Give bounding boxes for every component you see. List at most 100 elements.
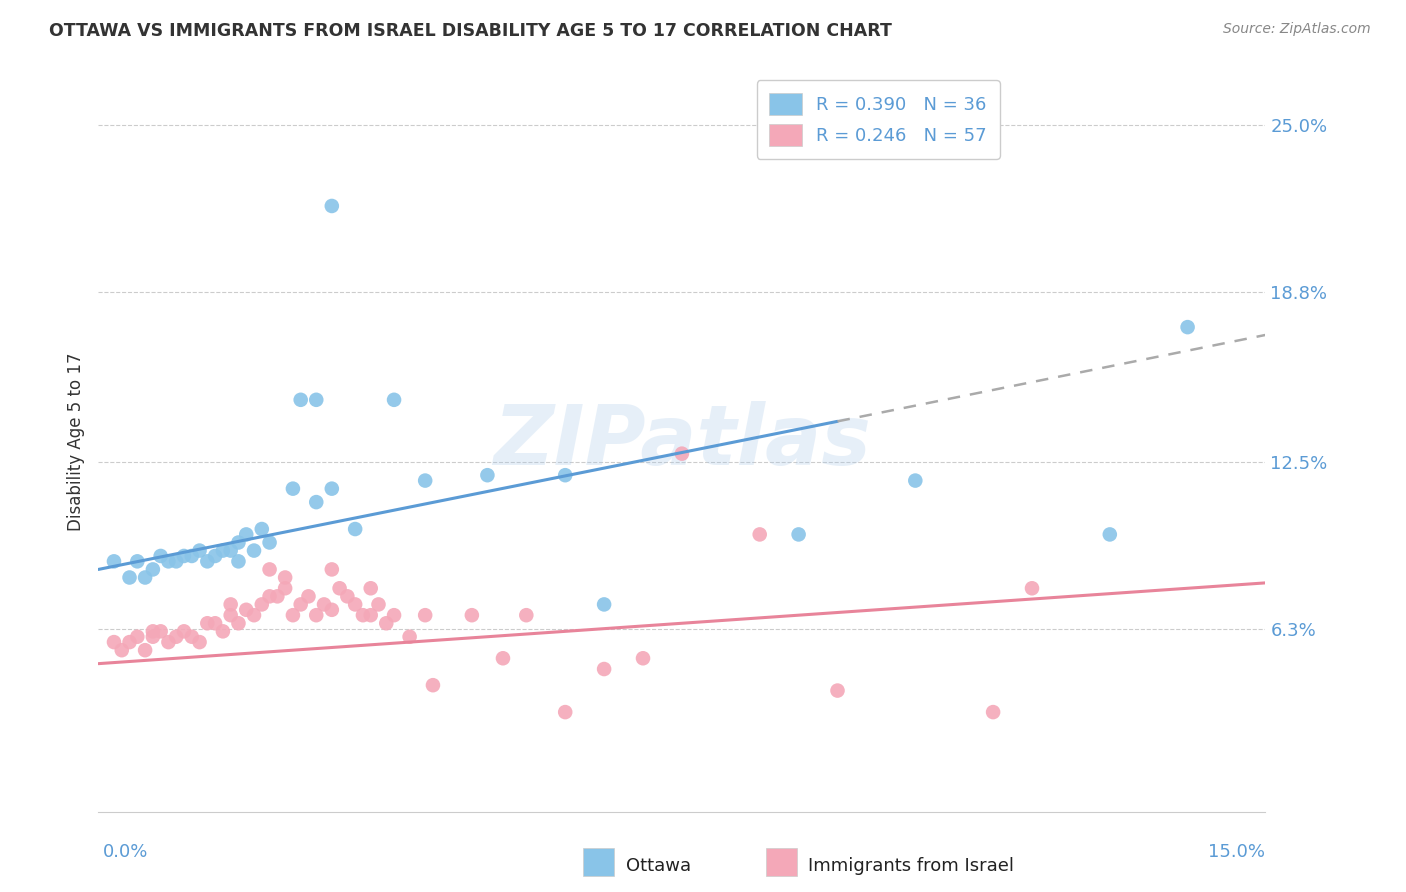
Point [243,608,266,623]
Point [297,590,319,604]
Point [134,570,156,584]
Point [142,624,165,639]
Point [360,608,382,623]
Point [671,447,693,461]
Point [554,468,576,483]
Point [904,474,927,488]
Point [118,570,141,584]
Text: Ottawa: Ottawa [626,857,690,875]
Point [787,527,810,541]
Point [312,598,335,612]
Point [593,598,616,612]
Point [274,581,297,595]
Text: Immigrants from Israel: Immigrants from Israel [808,857,1015,875]
Point [165,554,187,568]
Point [281,608,304,623]
Point [375,616,398,631]
Point [173,624,195,639]
Point [195,554,218,568]
Point [344,522,367,536]
Point [195,616,218,631]
Point [631,651,654,665]
Point [413,608,436,623]
Point [204,616,226,631]
Point [250,522,273,536]
Point [250,598,273,612]
Point [259,590,281,604]
Text: OTTAWA VS IMMIGRANTS FROM ISRAEL DISABILITY AGE 5 TO 17 CORRELATION CHART: OTTAWA VS IMMIGRANTS FROM ISRAEL DISABIL… [49,22,891,40]
Point [219,608,242,623]
Point [281,482,304,496]
Point [461,608,484,623]
Point [259,535,281,549]
Y-axis label: Disability Age 5 to 17: Disability Age 5 to 17 [66,352,84,531]
Point [367,598,389,612]
Point [149,624,172,639]
Point [149,549,172,563]
Text: Source: ZipAtlas.com: Source: ZipAtlas.com [1223,22,1371,37]
Point [188,635,211,649]
Point [219,543,242,558]
Text: 15.0%: 15.0% [1208,843,1265,861]
Point [235,603,257,617]
Point [305,495,328,509]
Point [127,554,149,568]
Point [243,543,266,558]
Point [266,590,288,604]
Point [204,549,226,563]
Point [165,630,187,644]
Point [290,392,312,407]
Point [382,608,405,623]
Point [981,705,1004,719]
Point [212,543,235,558]
Point [1098,527,1121,541]
Text: 0.0%: 0.0% [103,843,148,861]
Point [290,598,312,612]
Point [422,678,444,692]
Point [157,635,180,649]
Point [228,554,250,568]
Point [173,549,195,563]
Point [134,643,156,657]
Point [111,643,134,657]
Point [142,562,165,576]
Point [515,608,537,623]
Point [188,543,211,558]
Point [321,603,343,617]
Point [103,635,125,649]
Point [180,630,202,644]
Point [748,527,770,541]
Text: ZIPatlas: ZIPatlas [494,401,870,482]
Point [228,616,250,631]
Point [336,590,359,604]
Point [360,581,382,595]
Point [492,651,515,665]
Point [413,474,436,488]
Point [118,635,141,649]
Point [593,662,616,676]
Point [344,598,367,612]
Point [1177,320,1199,334]
Point [219,598,242,612]
Point [329,581,352,595]
Point [274,570,297,584]
Point [103,554,125,568]
Point [127,630,149,644]
Point [398,630,420,644]
Point [305,392,328,407]
Point [212,624,235,639]
Point [321,199,343,213]
Point [352,608,374,623]
Point [235,527,257,541]
Point [827,683,849,698]
Point [477,468,499,483]
Point [321,562,343,576]
Point [1021,581,1043,595]
Point [321,482,343,496]
Point [142,630,165,644]
Legend: R = 0.390   N = 36, R = 0.246   N = 57: R = 0.390 N = 36, R = 0.246 N = 57 [756,80,1000,159]
Point [259,562,281,576]
Point [305,608,328,623]
Point [228,535,250,549]
Point [180,549,202,563]
